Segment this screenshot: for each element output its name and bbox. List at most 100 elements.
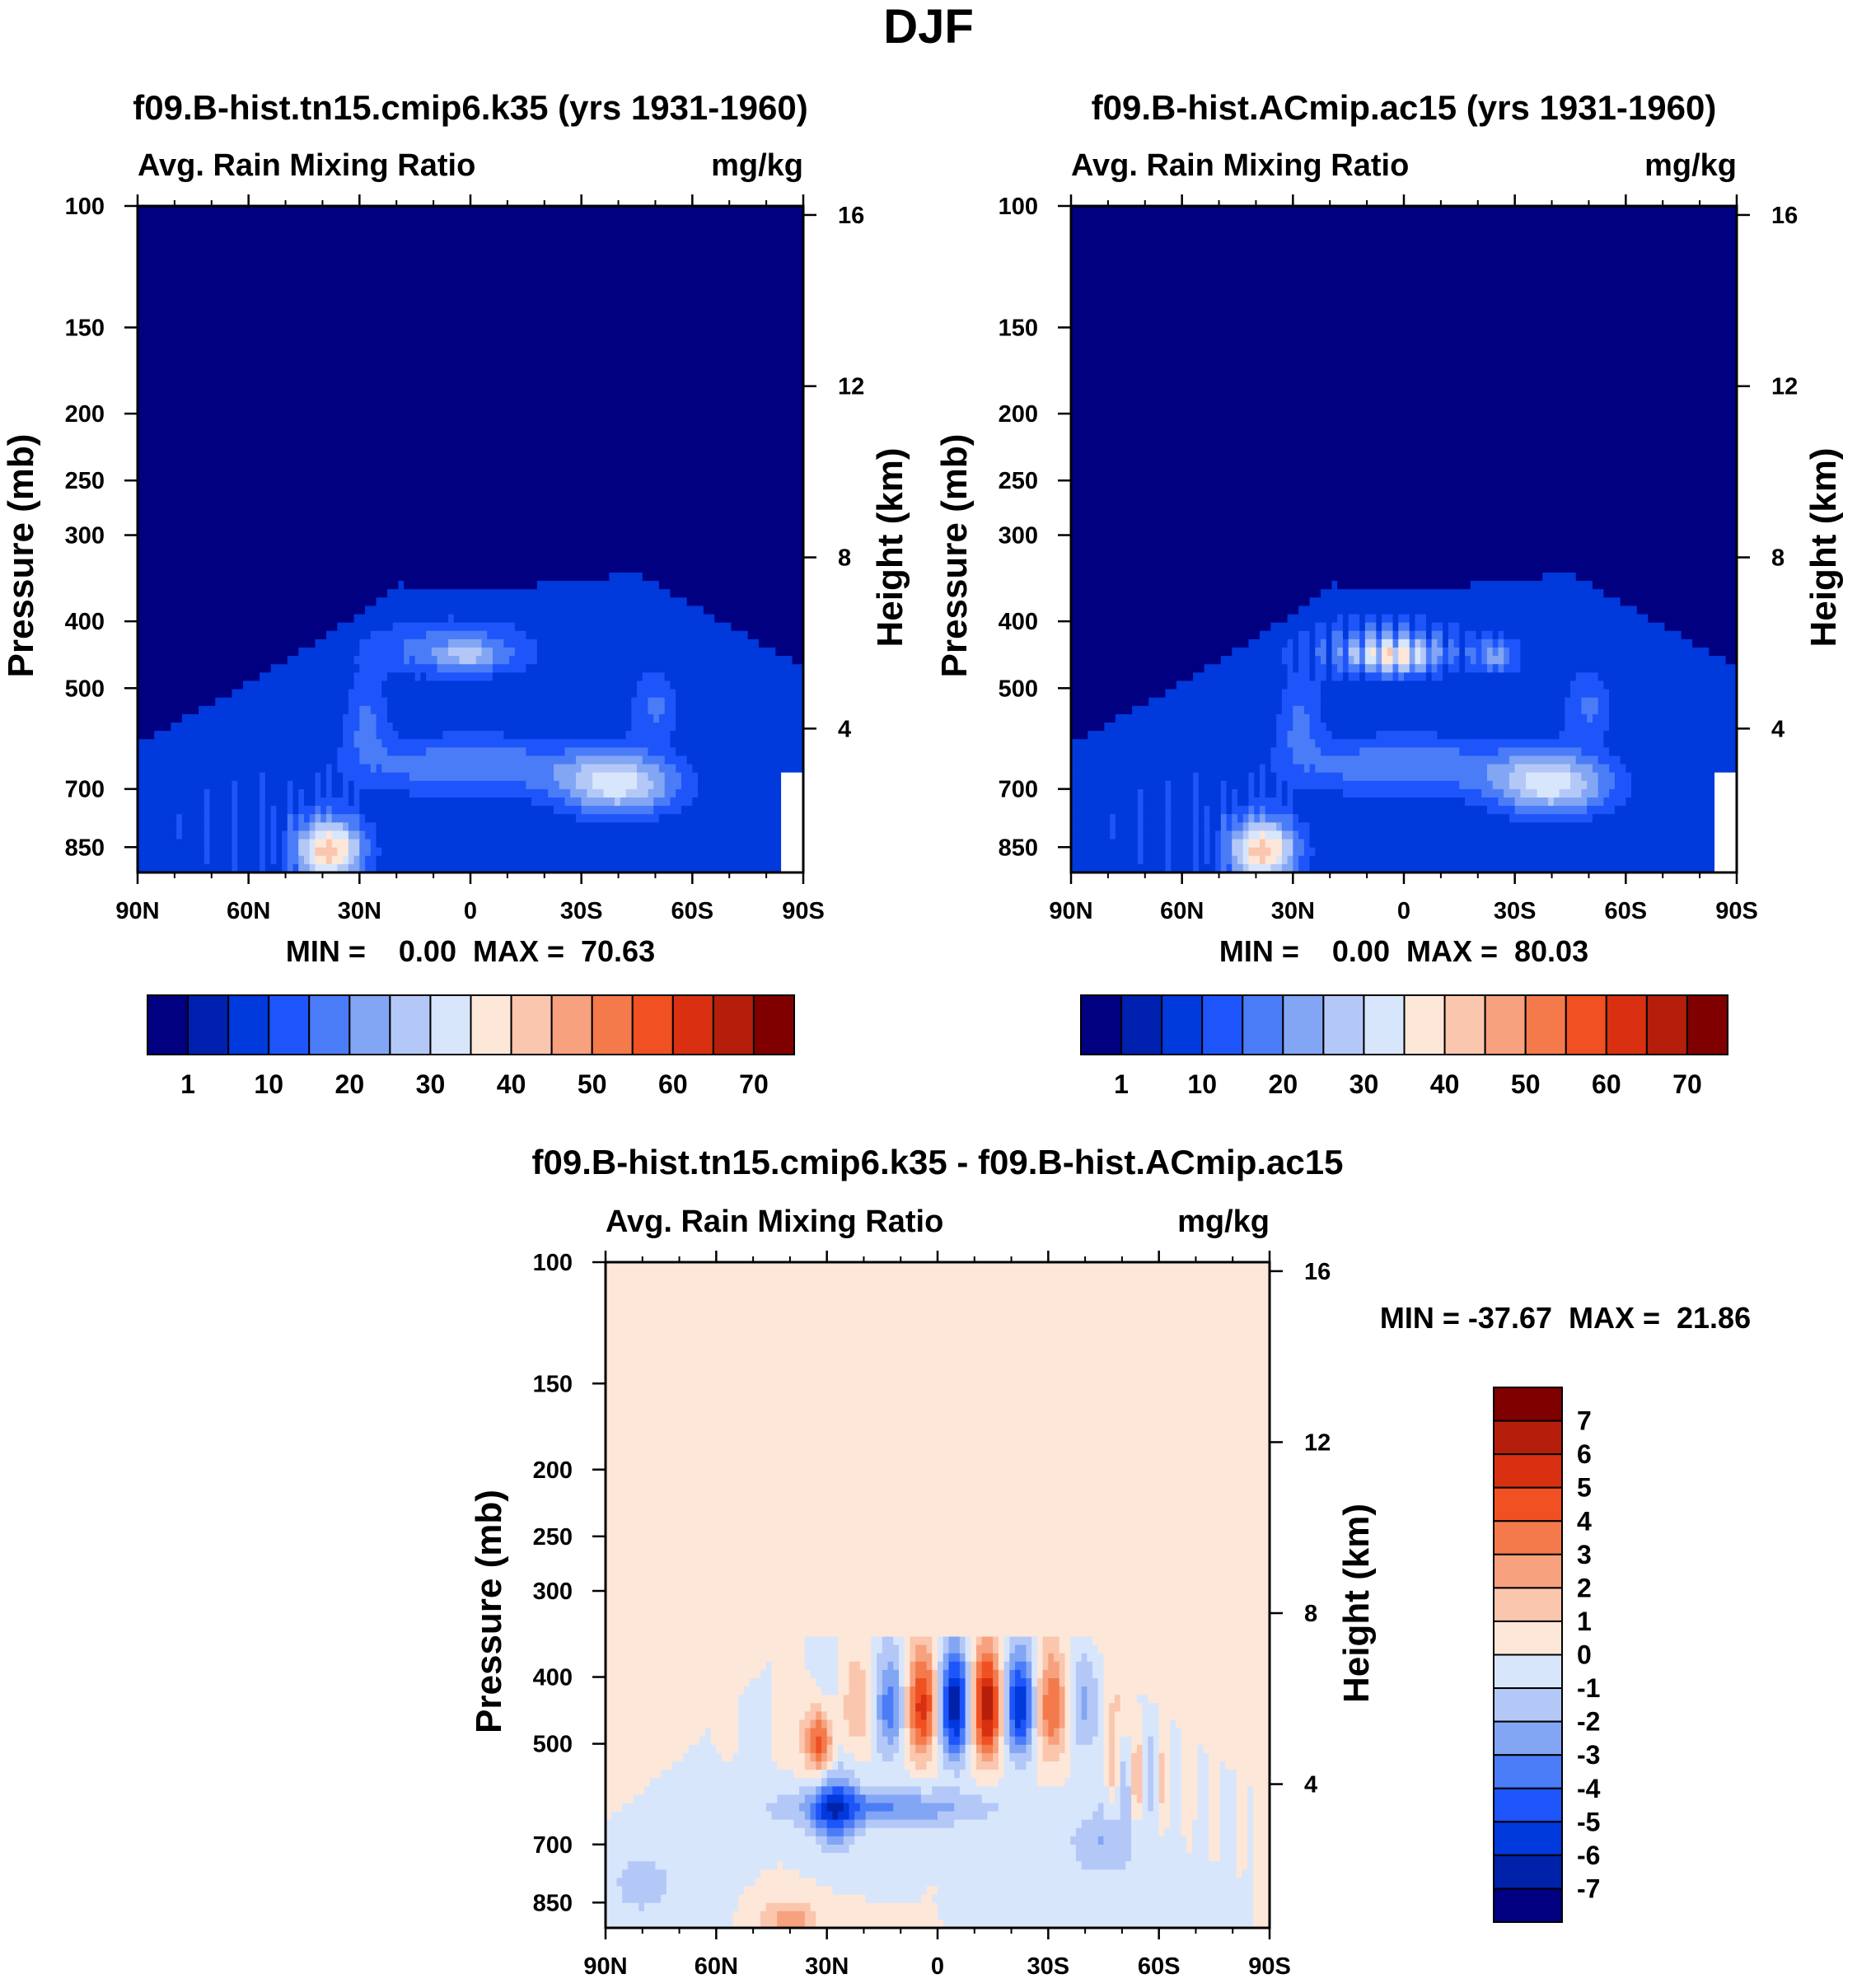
- contour-cell: [1071, 330, 1738, 340]
- contour-cell: [998, 1744, 1005, 1754]
- contour-cell: [1003, 1669, 1010, 1679]
- contour-cell: [843, 1744, 872, 1754]
- contour-cell: [832, 1736, 872, 1746]
- contour-cell: [606, 1853, 1077, 1862]
- contour-cell: [1293, 797, 1466, 807]
- contour-cell: [965, 1728, 971, 1738]
- contour-cell: [138, 422, 804, 432]
- contour-cell: [1581, 705, 1599, 715]
- contour-cell: [871, 1661, 877, 1671]
- contour-cell: [1587, 797, 1604, 807]
- contour-cell: [777, 1761, 806, 1770]
- contour-cell: [526, 630, 749, 640]
- contour-cell: [910, 1669, 916, 1679]
- contour-cell: [1171, 806, 1194, 815]
- contour-cell: [1165, 855, 1172, 865]
- contour-cell: [893, 1636, 905, 1646]
- contour-cell: [1609, 705, 1738, 715]
- contour-cell: [387, 697, 632, 707]
- contour-cell: [270, 822, 277, 832]
- y2-axis-label: Height (km): [1803, 448, 1844, 648]
- contour-cell: [138, 697, 216, 707]
- contour-cell: [1120, 1752, 1132, 1762]
- contour-cell: [1114, 1744, 1121, 1754]
- contour-cell: [1625, 764, 1738, 774]
- contour-cell: [276, 806, 288, 815]
- contour-cell: [1114, 1752, 1121, 1762]
- contour-cell: [1342, 772, 1488, 782]
- contour-cell: [348, 797, 355, 807]
- contour-cell: [1443, 664, 1449, 673]
- contour-cell: [804, 1636, 839, 1646]
- contour-cell: [877, 1744, 900, 1754]
- contour-cell: [1287, 797, 1293, 807]
- contour-cell: [1504, 638, 1521, 648]
- contour-cell: [948, 1744, 961, 1754]
- contour-cell: [276, 830, 283, 840]
- contour-cell: [1071, 281, 1738, 290]
- contour-cell: [1315, 847, 1715, 857]
- contour-cell: [661, 1894, 739, 1904]
- contour-cell: [606, 1303, 1270, 1313]
- contour-cell: [203, 814, 211, 823]
- colorbar-box: [1493, 1821, 1563, 1856]
- contour-cell: [658, 581, 804, 590]
- contour-cell: [698, 780, 782, 790]
- contour-cell: [948, 1644, 961, 1654]
- contour-cell: [676, 689, 804, 699]
- panel-top-right: f09.B-hist.ACmip.ac15 (yrs 1931-1960)Avg…: [934, 88, 1844, 1099]
- contour-cell: [810, 1736, 816, 1746]
- contour-cell: [816, 1736, 822, 1746]
- contour-cell: [938, 1644, 944, 1654]
- contour-cell: [348, 855, 355, 865]
- contour-cell: [1026, 1744, 1032, 1754]
- contour-cell: [1120, 1778, 1126, 1787]
- contour-cell: [1042, 1744, 1066, 1754]
- contour-cell: [1559, 788, 1583, 798]
- contour-cell: [270, 806, 277, 815]
- contour-cell: [1465, 630, 1477, 640]
- contour-cell: [606, 1345, 1270, 1354]
- panel-title: f09.B-hist.tn15.cmip6.k35 (yrs 1931-1960…: [133, 88, 807, 127]
- y-tick-label: 100: [65, 194, 105, 220]
- contour-cell: [287, 656, 355, 665]
- contour-cell: [938, 1669, 944, 1679]
- contour-cell: [1270, 764, 1305, 774]
- contour-cell: [1097, 1728, 1105, 1738]
- contour-cell: [981, 1794, 1110, 1804]
- contour-cell: [348, 863, 360, 873]
- contour-cell: [938, 1744, 944, 1754]
- contour-cell: [276, 822, 288, 832]
- contour-cell: [1181, 1794, 1199, 1804]
- contour-cell: [1236, 1794, 1248, 1804]
- contour-cell: [854, 1770, 911, 1779]
- contour-cell: [631, 705, 649, 715]
- contour-cell: [1075, 1695, 1083, 1704]
- contour-cell: [1232, 863, 1244, 873]
- contour-cell: [1075, 1661, 1093, 1671]
- contour-cell: [993, 1711, 999, 1721]
- contour-cell: [1281, 839, 1293, 849]
- contour-cell: [1181, 1744, 1199, 1754]
- contour-cell: [203, 788, 211, 798]
- contour-cell: [298, 788, 305, 798]
- contour-cell: [1309, 731, 1333, 740]
- contour-cell: [1359, 672, 1366, 682]
- contour-cell: [932, 1719, 938, 1729]
- contour-cell: [938, 1686, 944, 1696]
- contour-cell: [1193, 672, 1289, 682]
- contour-cell: [826, 1803, 844, 1813]
- contour-cell: [1725, 656, 1738, 665]
- contour-cell: [882, 1695, 894, 1704]
- contour-cell: [1398, 614, 1410, 624]
- colorbar-box: [1493, 1720, 1563, 1756]
- contour-cell: [1142, 1711, 1160, 1721]
- contour-cell: [642, 755, 666, 765]
- contour-cell: [1382, 622, 1394, 632]
- contour-cell: [606, 1678, 751, 1687]
- contour-cell: [209, 814, 233, 823]
- contour-cell: [1575, 755, 1599, 765]
- contour-cell: [1597, 672, 1738, 682]
- contour-cell: [938, 1695, 944, 1704]
- contour-cell: [1415, 622, 1427, 632]
